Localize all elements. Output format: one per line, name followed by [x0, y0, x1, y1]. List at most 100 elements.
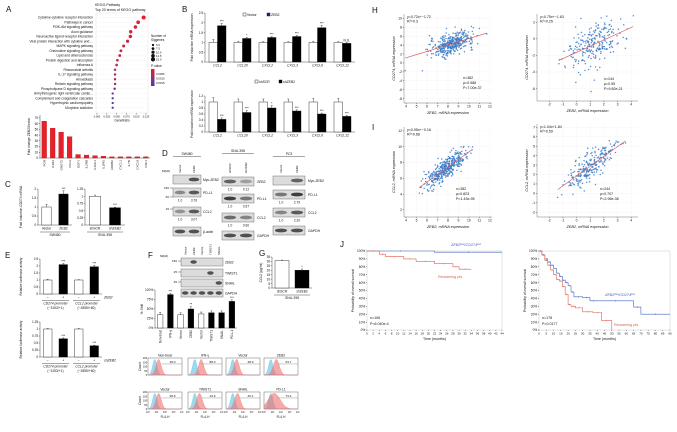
promoter-label: CCL2 promoter: [75, 365, 98, 369]
data-point: [588, 177, 591, 179]
data-point: [588, 162, 591, 165]
data-point: [624, 142, 627, 144]
significance-mark: **: [190, 303, 193, 307]
y-tick-label: 90%: [531, 257, 538, 261]
y-tick-label: 5: [268, 282, 270, 286]
legend-title: Number of: [151, 34, 166, 38]
data-point: [591, 151, 593, 154]
x-tick-label: 4: [630, 103, 632, 107]
data-point: [600, 150, 602, 153]
data-point: [456, 169, 458, 172]
x-tick-label: Non-treat: [158, 330, 162, 343]
y-tick-label: 60%: [359, 281, 366, 285]
data-point: [598, 42, 601, 45]
legend-color-label: 0.0005: [156, 72, 165, 76]
data-point: [445, 58, 447, 60]
data-point: [457, 34, 460, 36]
data-point: [437, 49, 439, 51]
data-point: [449, 50, 452, 53]
y-tick-label: 0: [201, 60, 203, 64]
data-point: [570, 184, 573, 187]
curve-label: ZEB2ˡᵒʷ/CD274ˡᵒʷ: [604, 293, 636, 297]
bar: [134, 156, 140, 159]
data-point: [421, 192, 424, 195]
pathway-label: Hypertrophic cardiomyopathy: [50, 101, 93, 105]
x-tick-label: 24: [439, 332, 443, 336]
y-tick-label: 150: [143, 394, 148, 398]
x-tick-label: CXCL12: [336, 134, 349, 138]
data-point: [449, 171, 451, 173]
bar: [267, 107, 277, 133]
data-point: [582, 39, 584, 42]
x-tick-label: 8: [447, 219, 449, 223]
rho-value: ρ=0.823: [456, 192, 469, 196]
y-tick-label: 2.5: [34, 257, 39, 261]
x-tick-label: 70: [639, 332, 643, 336]
y-tick-label: 12: [398, 129, 402, 133]
x-tick-label: CXCL2: [262, 134, 273, 138]
data-point: [432, 184, 435, 186]
data-point: [449, 151, 451, 153]
data-point: [595, 34, 598, 37]
data-point: [448, 160, 451, 163]
data-point: [466, 157, 468, 160]
legend-swatch: [242, 12, 247, 17]
data-point: [466, 155, 468, 158]
data-point: [467, 36, 469, 39]
x-tick-label: SNAIL: [220, 330, 224, 339]
bar: [89, 266, 99, 295]
x-tick-label: 2: [372, 332, 374, 336]
data-point: [457, 163, 459, 166]
data-point: [467, 145, 470, 148]
y-tick-label: 0.5: [79, 209, 84, 213]
data-point: [459, 31, 462, 33]
blot-pd-l1: [272, 189, 306, 200]
data-point: [464, 34, 467, 37]
data-point: [421, 178, 424, 180]
data-point: [456, 157, 458, 159]
data-point: [590, 49, 593, 51]
data-point: [603, 45, 606, 48]
data-point: [464, 29, 466, 32]
p-value-colorbar: [151, 69, 155, 86]
significance-mark: ***: [113, 203, 118, 207]
x-tick-label: Vector: [179, 329, 183, 339]
data-point: [600, 153, 603, 155]
data-point: [440, 161, 442, 164]
curve-label: Remaining pts: [438, 275, 462, 279]
band-quantification: 1.0: [178, 218, 183, 222]
x-tick-label: +: [93, 359, 95, 363]
data-point: [568, 184, 570, 187]
data-point: [605, 146, 607, 149]
protein-band: [239, 196, 253, 201]
x-tick-label: 0.000: [94, 115, 101, 119]
data-point: [588, 43, 591, 46]
data-point: [580, 179, 583, 181]
legend-size-dot: [151, 53, 155, 58]
data-point: [596, 156, 599, 159]
y-axis-label: CD274, mRNA expression: [525, 35, 529, 79]
data-point: [596, 69, 599, 71]
data-point: [427, 176, 430, 178]
data-point: [599, 173, 601, 176]
legend-size-label: 7.5: [156, 47, 160, 51]
y-tick-label: 2: [400, 208, 402, 212]
data-point: [451, 37, 454, 40]
x-tick-label: 10: [467, 105, 471, 109]
data-point: [569, 45, 571, 48]
x-tick-label: 40: [488, 332, 492, 336]
data-point: [584, 173, 587, 175]
sample-size: n=106: [370, 316, 380, 320]
x-tick-label: TWIST1: [210, 330, 214, 342]
data-point: [470, 152, 472, 154]
data-point: [597, 148, 600, 151]
data-point: [607, 150, 610, 153]
y-tick-label: 8: [400, 161, 402, 165]
bar: [67, 136, 73, 159]
data-point: [576, 49, 578, 51]
data-point: [440, 158, 443, 160]
data-point: [563, 50, 565, 53]
pathway-dot: [113, 73, 117, 76]
data-point: [595, 167, 597, 169]
data-point: [602, 36, 605, 38]
